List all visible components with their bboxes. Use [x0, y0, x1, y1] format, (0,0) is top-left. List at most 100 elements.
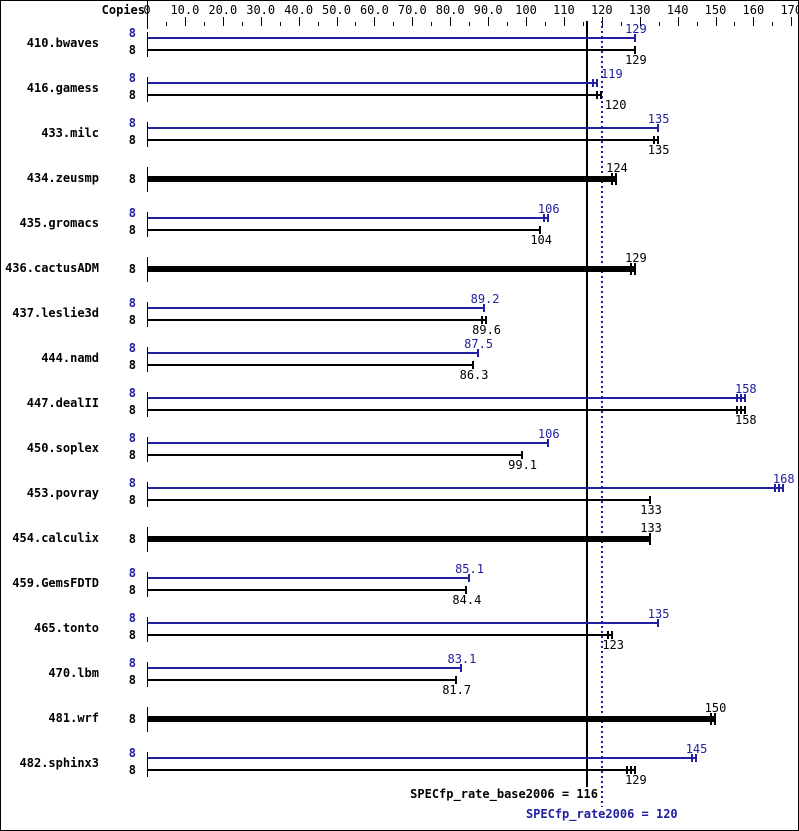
bar-origin-bracket: [147, 752, 148, 777]
copies-peak-label: 8: [128, 656, 136, 670]
axis-tick: [336, 17, 338, 26]
peak-value-label: 168: [772, 472, 795, 486]
bar-end-mark: [476, 349, 479, 357]
copies-base-label: 8: [128, 88, 136, 102]
copies-base-label: 8: [128, 448, 136, 462]
merged-bar: [148, 176, 617, 182]
axis-tick: [620, 22, 622, 26]
axis-tick: [165, 22, 167, 26]
benchmark-label: 453.povray: [26, 486, 99, 500]
benchmark-label: 447.dealII: [26, 396, 99, 410]
base-bar: [148, 769, 636, 771]
copies-base-label: 8: [128, 763, 136, 777]
base-value-label: 129: [625, 53, 647, 67]
bar-origin-bracket: [147, 212, 148, 237]
peak-bar: [148, 217, 549, 219]
bar-origin-bracket: [147, 77, 148, 102]
benchmark-label: 435.gromacs: [19, 216, 99, 230]
axis-tick-label: 120: [590, 3, 613, 17]
bar-end-mark: [656, 136, 659, 144]
benchmark-label: 433.milc: [41, 126, 99, 140]
axis-tick-label: 140: [666, 3, 689, 17]
benchmark-label: 436.cactusADM: [5, 261, 99, 275]
bar-origin-bracket: [147, 482, 148, 507]
bar-origin-bracket: [147, 662, 148, 687]
peak-summary-label: SPECfp_rate2006 = 120: [525, 807, 678, 821]
base-value-label: 133: [640, 503, 662, 517]
peak-bar: [148, 577, 470, 579]
base-value-label: 158: [734, 413, 757, 427]
merged-bar: [148, 716, 716, 722]
bar-end-mark: [633, 263, 636, 275]
peak-value-label: 83.1: [447, 652, 477, 666]
bar-origin-bracket: [147, 32, 148, 57]
axis-tick-label: 90.0: [473, 3, 503, 17]
axis-tick-label: 170: [780, 3, 798, 17]
peak-value-label: 106: [537, 202, 560, 216]
peak-bar: [148, 757, 697, 759]
peak-value-label: 106: [537, 427, 560, 441]
benchmark-label: 481.wrf: [48, 711, 99, 725]
bar-end-mark: [472, 361, 475, 369]
bar-end-mark: [480, 316, 483, 324]
base-value-label: 129: [625, 773, 647, 787]
bar-end-mark: [629, 766, 632, 774]
base-bar: [148, 499, 652, 501]
base-value-label: 120: [604, 98, 627, 112]
copies-base-label: 8: [128, 133, 136, 147]
peak-bar: [148, 352, 479, 354]
base-value-label: 84.4: [452, 593, 482, 607]
bar-end-mark: [777, 484, 780, 492]
base-bar: [148, 409, 746, 411]
base-value-label: 86.3: [459, 368, 489, 382]
bar-end-mark: [596, 79, 598, 87]
peak-value-label: 129: [625, 22, 647, 36]
copies-peak-label: 8: [128, 296, 136, 310]
base-bar: [148, 364, 475, 366]
benchmark-label: 434.zeusmp: [26, 171, 99, 185]
bar-end-mark: [709, 713, 712, 725]
benchmark-label: 465.tonto: [33, 621, 99, 635]
axis-tick: [374, 17, 376, 26]
base-bar: [148, 229, 542, 231]
benchmark-label: 459.GemsFDTD: [12, 576, 99, 590]
base-value-label: 129: [625, 251, 647, 265]
bar-origin-bracket: [147, 707, 148, 732]
bar-end-mark: [611, 631, 614, 639]
axis-tick-label: 0: [143, 3, 151, 17]
copies-base-label: 8: [128, 493, 136, 507]
copies-peak-label: 8: [128, 341, 136, 355]
axis-tick: [298, 17, 300, 26]
copies-peak-label: 8: [128, 611, 136, 625]
copies-peak-label: 8: [128, 386, 136, 400]
axis-tick-label: 130: [628, 3, 651, 17]
bar-end-mark: [633, 46, 636, 54]
base-reference-line: [585, 21, 588, 787]
base-value-label: 133: [640, 521, 662, 535]
benchmark-label: 416.gamess: [26, 81, 99, 95]
bar-end-mark: [464, 586, 467, 594]
axis-tick: [450, 17, 452, 26]
copies-base-label: 8: [128, 43, 136, 57]
bar-end-mark: [735, 394, 738, 402]
bar-end-mark: [633, 766, 636, 774]
axis-tick: [412, 17, 414, 26]
bar-end-mark: [607, 631, 610, 639]
axis-tick: [544, 22, 546, 26]
base-value-label: 99.1: [508, 458, 538, 472]
axis-tick: [355, 22, 357, 26]
bar-end-mark: [649, 533, 652, 545]
axis-tick: [696, 22, 698, 26]
peak-value-label: 158: [734, 382, 757, 396]
peak-value-label: 85.1: [455, 562, 484, 576]
bar-origin-bracket: [147, 167, 148, 192]
copies-peak-label: 8: [128, 116, 136, 130]
axis-tick-label: 100: [515, 3, 537, 17]
bar-end-mark: [694, 754, 697, 762]
merged-bar: [148, 266, 636, 272]
bar-end-mark: [614, 173, 617, 185]
copies-peak-label: 8: [128, 71, 136, 85]
peak-value-label: 87.5: [464, 337, 494, 351]
bar-end-mark: [649, 496, 652, 504]
